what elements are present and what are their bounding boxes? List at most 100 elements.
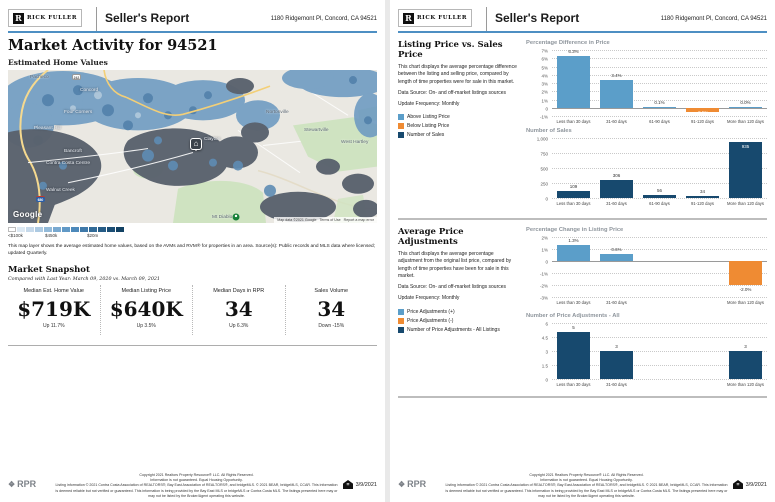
legend-color-cell	[89, 227, 97, 232]
y-axis-tick-label: 3	[545, 349, 548, 355]
section-description-column: Average Price Adjustments This chart dis…	[398, 227, 518, 333]
y-axis-tick-label: 0	[545, 106, 548, 111]
y-axis-tick-label: 1%	[541, 247, 548, 253]
rpr-compass-icon: ❖	[398, 479, 406, 489]
rick-fuller-logo: R Rick Fuller	[398, 9, 473, 27]
y-axis-tick-label: 7%	[541, 48, 548, 54]
chart-number-of-price-adjustments: Number of Price Adjustments - All 6 4.5 3 1…	[526, 313, 767, 390]
legend-item: Number of Price Adjustments - All Listin…	[398, 326, 518, 333]
stat-change: Down -15%	[318, 323, 345, 329]
update-frequency: Update Frequency: Monthly	[398, 295, 460, 302]
legend-color-cell	[107, 227, 115, 232]
map-place-label: Concord	[80, 88, 99, 93]
page-gap	[385, 0, 390, 502]
report-map-error-link[interactable]: Report a map error	[343, 218, 374, 222]
page-title: Market Activity for 94521	[8, 37, 218, 54]
legend-color-cell	[98, 227, 106, 232]
gridline: 0	[545, 106, 767, 111]
rick-fuller-logo: R Rick Fuller	[8, 9, 83, 27]
report-title: Seller's Report	[105, 11, 190, 25]
market-snapshot-stats: Median Est. Home Value $719K Up 11.7% Me…	[8, 285, 377, 335]
gridline: -1%	[540, 271, 767, 276]
y-axis-tick-label: 4%	[541, 73, 548, 78]
legend-tick-label: $450k	[45, 233, 58, 238]
legend-color-cell	[44, 227, 52, 232]
y-axis-tick-label: 1%	[541, 97, 548, 103]
header-divider	[486, 7, 487, 31]
section-listing-vs-sales: Listing Price vs. Sales Price This chart…	[398, 40, 767, 218]
bar-value-label: 3	[615, 344, 618, 349]
report-date: 3/9/2021	[745, 482, 767, 488]
chart-bar	[728, 351, 763, 379]
chart-plot: 7% 6% 5% 4% 3% 2% 1% 0 -1% 6.3% 3.4% 0.1% -0.5% 0.0%	[540, 48, 767, 119]
chart-x-axis: Less than 30 days 31-60 days 61-90 days 91-…	[552, 119, 767, 127]
bar-value-label: 56	[656, 187, 662, 193]
data-source: Data Source: On- and off-market listings…	[398, 89, 507, 96]
home-value-color-legend: <$100k $450k $20m	[8, 227, 377, 241]
chart-legend: Price Adjustments (+) Price Adjustments (…	[398, 308, 518, 333]
copyright-text: Copyright 2021 Realtors Property Resourc…	[54, 473, 339, 499]
legend-color-cell	[62, 227, 70, 232]
gridline: 1,000	[537, 136, 767, 141]
copyright-line: Listing information © 2021 Contra Costa …	[445, 483, 728, 498]
bar-value-label: -2.0%	[739, 287, 752, 292]
x-axis-label: Less than 30 days	[556, 382, 591, 387]
map-place-label: Pacheco	[30, 75, 49, 80]
legend-swatch-icon	[398, 114, 404, 121]
bar-value-label: 935	[741, 143, 750, 149]
y-axis-tick-label: -1%	[539, 271, 548, 277]
gridline: 2%	[541, 235, 767, 240]
x-axis-label: More than 120 days	[726, 382, 764, 387]
stat-median-days-in-rpr: Median Days in RPR 34 Up 6.3%	[192, 285, 285, 335]
legend-item: Price Adjustments (+)	[398, 308, 518, 315]
y-axis-tick-label: 3%	[541, 81, 548, 87]
x-axis-label: 61-90 days	[649, 119, 670, 124]
legend-color-cell	[53, 227, 61, 232]
header-rule	[398, 31, 767, 33]
property-address: 1180 Ridgemont Pl, Concord, CA 94521	[270, 16, 377, 22]
stat-change: Up 3.5%	[136, 323, 156, 329]
map-place-label: Clayton	[204, 137, 221, 142]
gridline: -2%	[540, 283, 767, 288]
data-source: Data Source: On- and off-market listings…	[398, 284, 507, 290]
header-divider	[96, 7, 97, 31]
section-title: Listing Price vs. Sales Price	[398, 40, 503, 60]
legend-color-cell	[116, 227, 124, 232]
chart-title: Number of Sales	[526, 128, 572, 134]
x-axis-label: 91-120 days	[690, 119, 715, 124]
map-place-label: Contra Costa Centre	[46, 161, 90, 166]
bar-value-label: 306	[612, 172, 621, 178]
page-header: R Rick Fuller Seller's Report 1180 Ridge…	[398, 7, 767, 31]
terms-of-use-link[interactable]: Terms of Use	[319, 218, 341, 222]
brand-name: Rick Fuller	[27, 15, 78, 21]
section-divider	[8, 345, 377, 346]
brand-name: Rick Fuller	[417, 15, 468, 21]
legend-color-cell	[17, 227, 25, 232]
y-axis-tick-label: 1,000	[536, 136, 548, 142]
section-description: This chart displays the average percenta…	[398, 64, 517, 85]
chart-bar	[685, 107, 720, 112]
copyright-line: Information is not guaranteed. Equal Hou…	[540, 478, 633, 483]
gridline: 1%	[541, 247, 767, 252]
chart-bar	[599, 179, 634, 198]
stat-label: Median Est. Home Value	[23, 288, 84, 294]
chart-x-axis: Less than 30 days 31-60 days More than 120…	[552, 382, 767, 390]
chart-bar	[556, 245, 591, 261]
legend-label: Price Adjustments (-)	[407, 317, 454, 324]
legend-color-cell	[26, 227, 34, 232]
rpr-wordmark: RPR	[17, 479, 37, 489]
y-axis-tick-label: 500	[540, 166, 548, 172]
bar-value-label: -0.5%	[696, 109, 709, 115]
stat-label: Sales Volume	[314, 288, 349, 294]
brand-initial-icon: R	[403, 12, 414, 24]
gridline: 500	[540, 166, 767, 171]
chart-bar	[728, 141, 763, 198]
map-place-label: West Hartley	[341, 140, 369, 145]
y-axis-tick-label: 0	[545, 196, 548, 202]
legend-swatch-icon	[398, 326, 404, 333]
y-axis-tick-label: 6%	[541, 56, 548, 62]
y-axis-tick-label: 750	[540, 151, 548, 157]
legend-item: Price Adjustments (-)	[398, 317, 518, 324]
y-axis-tick-label: 2%	[541, 235, 548, 241]
section-title: Average Price Adjustments	[398, 227, 464, 247]
